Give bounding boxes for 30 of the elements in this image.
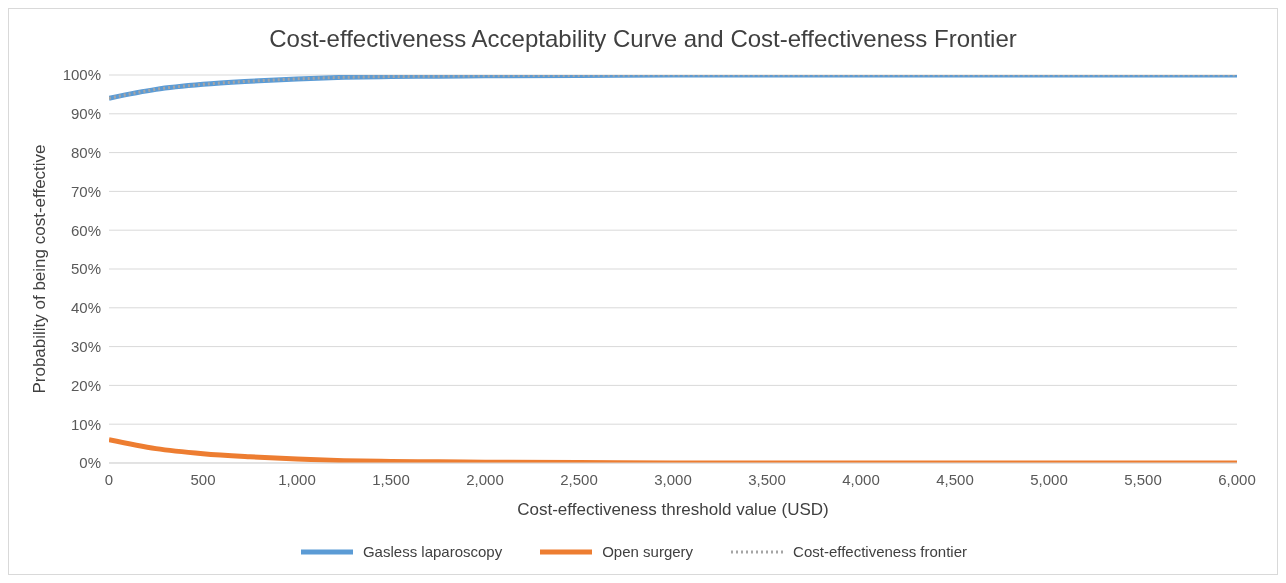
y-tick-label: 40% <box>70 299 101 317</box>
x-axis-title: Cost-effectiveness threshold value (USD) <box>517 500 829 519</box>
y-tick-label: 100% <box>62 66 101 84</box>
legend-label: Gasless laparoscopy <box>361 543 503 560</box>
y-tick-label: 60% <box>70 221 101 239</box>
x-tick-label: 3,000 <box>654 471 692 488</box>
y-axis-title: Probability of being cost-effective <box>30 144 50 394</box>
x-tick-label: 4,500 <box>936 471 974 488</box>
x-tick-label: 0 <box>104 471 114 488</box>
y-tick-label: 50% <box>70 260 101 278</box>
x-tick-label: 4,000 <box>842 471 880 488</box>
x-tick-label: 2,500 <box>560 471 598 488</box>
y-tick-label: 70% <box>70 182 101 200</box>
y-tick-label: 80% <box>70 143 101 161</box>
legend-label: Cost-effectiveness frontier <box>792 543 968 560</box>
x-tick-label: 6,000 <box>1218 471 1256 488</box>
x-tick-label: 5,500 <box>1124 471 1162 488</box>
y-tick-label: 90% <box>70 105 101 123</box>
x-tick-label: 3,500 <box>748 471 786 488</box>
x-tick-label: 2,000 <box>466 471 504 488</box>
x-tick-label: 500 <box>190 471 216 488</box>
y-tick-label: 30% <box>70 337 101 355</box>
x-tick-label: 5,000 <box>1030 471 1068 488</box>
chart-title: Cost-effectiveness Acceptability Curve and Cost-effectiveness Frontier <box>268 24 1018 54</box>
y-tick-label: 10% <box>70 415 101 433</box>
y-tick-label: 0% <box>79 454 101 472</box>
y-tick-label: 20% <box>70 376 101 394</box>
legend-label: Open surgery <box>601 543 694 560</box>
x-tick-label: 1,000 <box>278 471 316 488</box>
x-tick-label: 1,500 <box>372 471 410 488</box>
